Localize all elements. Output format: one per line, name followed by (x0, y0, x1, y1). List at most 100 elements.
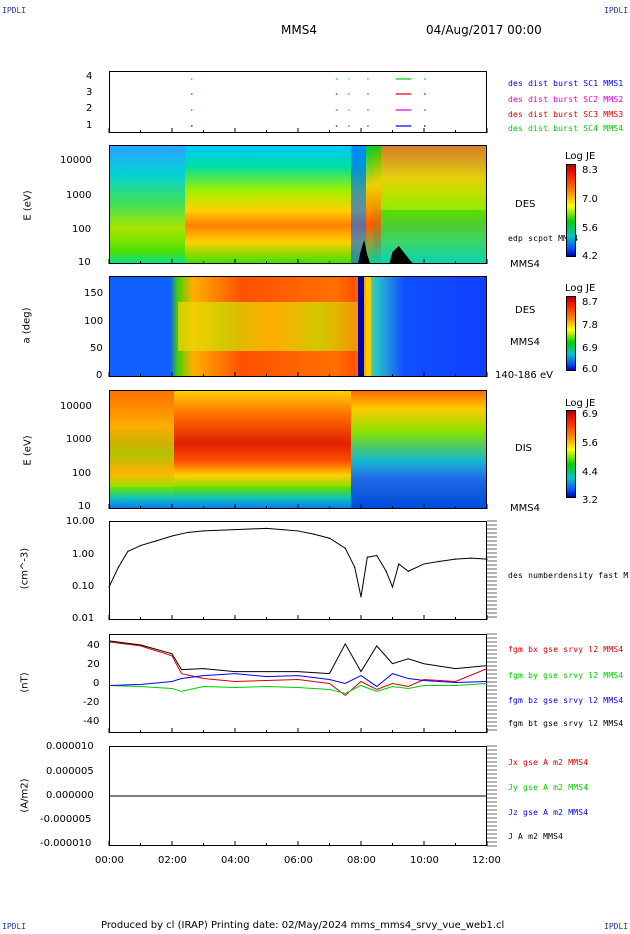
current-ytick: 0.000000 (46, 790, 94, 801)
current-ytick: 0.000010 (46, 741, 94, 752)
bfield-ytick: -20 (83, 697, 100, 708)
des-energy-label: DES (515, 199, 536, 210)
density-point (313, 533, 315, 535)
des-pitch-sc-label: MMS4 (510, 337, 540, 348)
dis-energy-sc-label: MMS4 (510, 503, 540, 514)
burst-ytick: 4 (86, 71, 93, 82)
current-label-jx: Jx gse A m2 MMS4 (508, 758, 589, 767)
bfield-series-line (108, 683, 488, 694)
dis-energy-cbar-title: Log JE (565, 398, 596, 409)
density-point (234, 528, 236, 531)
corner-mark-bl: IPDLI (2, 922, 27, 931)
spacecraft-title: MMS4 (281, 23, 317, 37)
datetime-title: 04/Aug/2017 00:00 (426, 23, 542, 37)
footer-text: Produced by cl (IRAP) Printing date: 02/… (101, 920, 505, 931)
density-point (354, 566, 356, 568)
density-point (139, 544, 142, 547)
cbar-tick: 7.0 (582, 194, 598, 205)
bfield-label-bx: fgm bx gse srvy l2 MMS4 (508, 645, 624, 654)
bfield-ytick: 20 (87, 659, 100, 670)
dis-energy-ytick: 100 (72, 468, 92, 479)
density-point (344, 547, 346, 549)
density-point (127, 550, 129, 552)
xtick: 04:00 (221, 855, 250, 866)
xtick: 00:00 (95, 855, 124, 866)
bfield-series-line (108, 640, 488, 675)
density-point (376, 554, 378, 557)
bfield-label-by: fgm by gse srvy l2 MMS4 (508, 671, 624, 680)
cbar-tick: 6.9 (582, 409, 598, 420)
density-point (108, 586, 110, 588)
scpot-label: edp scpot MMS4 (508, 234, 579, 243)
des-pitch-spectrogram (109, 276, 487, 377)
current-label-jy: Jy gse A m2 MMS4 (508, 783, 589, 792)
density-ytick: 0.01 (72, 613, 95, 624)
des-pitch-colorbar (566, 296, 576, 371)
current-ytick: -0.000010 (40, 838, 92, 849)
xtick: 06:00 (284, 855, 313, 866)
density-point (486, 558, 488, 560)
cbar-tick: 8.7 (582, 297, 598, 308)
current-label-j: J A m2 MMS4 (508, 832, 564, 841)
cbar-tick: 7.8 (582, 320, 598, 331)
current-ytick: -0.000005 (40, 814, 92, 825)
bfield-ytick: 40 (87, 640, 100, 651)
bfield-label-bz: fgm bz gse srvy l2 MMS4 (508, 696, 624, 705)
density-point (366, 556, 368, 558)
des-energy-ytick: 100 (72, 224, 92, 235)
density-point (398, 563, 400, 565)
des-energy-cbar-title: Log JE (565, 151, 596, 162)
density-ytick: 10.00 (66, 516, 95, 527)
density-point (439, 560, 441, 562)
burst-ytick: 2 (86, 103, 93, 114)
bfield-series-line (108, 641, 488, 697)
des-energy-ytick: 10000 (60, 155, 92, 166)
bfield-series-line (108, 673, 488, 688)
density-point (281, 528, 283, 531)
density-point (407, 570, 409, 572)
corner-mark-tl: IPDLI (2, 6, 27, 15)
cbar-tick: 8.3 (582, 165, 598, 176)
current-label-jz: Jz gse A m2 MMS4 (508, 808, 589, 817)
des-energy-ytick: 10 (78, 257, 91, 268)
burst-label-mms4: des dist burst SC4 MMS4 (508, 124, 624, 133)
burst-ytick: 3 (86, 87, 93, 98)
cbar-tick: 5.6 (582, 438, 598, 449)
density-point (360, 596, 362, 598)
burst-ytick: 1 (86, 120, 93, 131)
density-label: des numberdensity fast M (508, 571, 629, 580)
dis-energy-ytick: 1000 (66, 434, 92, 445)
current-ytick: 0.000005 (46, 766, 94, 777)
cbar-tick: 4.2 (582, 251, 598, 262)
burst-label-mms2: des dist burst SC2 MMS2 (508, 95, 624, 104)
des-pitch-cbar-title: Log JE (565, 283, 596, 294)
corner-mark-tr: IPDLI (604, 6, 629, 15)
density-ytick: 0.10 (72, 581, 95, 592)
xtick: 10:00 (410, 855, 439, 866)
bfield-ytick: 0 (93, 678, 100, 689)
des-energy-ytick: 1000 (66, 190, 92, 201)
cbar-tick: 6.9 (582, 343, 598, 354)
density-point (385, 570, 387, 572)
density-point (187, 531, 189, 534)
des-pitch-ytick: 0 (96, 370, 103, 381)
dis-energy-ytick: 10 (78, 501, 91, 512)
des-energy-spectrogram (109, 145, 487, 264)
cbar-tick: 3.2 (582, 495, 598, 506)
density-series-line (108, 527, 488, 598)
des-pitch-ytick: 50 (90, 343, 103, 354)
density-point (202, 530, 205, 532)
bfield-ytick: -40 (83, 716, 100, 727)
density-point (297, 530, 299, 532)
dis-energy-colorbar (566, 410, 576, 498)
xtick: 12:00 (472, 855, 501, 866)
cbar-tick: 6.0 (582, 364, 598, 375)
density-point (171, 535, 173, 537)
xtick: 08:00 (347, 855, 376, 866)
density-ytick: 1.00 (72, 549, 95, 560)
density-point (391, 586, 394, 588)
dis-energy-label: DIS (515, 443, 532, 454)
cbar-tick: 5.6 (582, 223, 598, 234)
des-energy-sc-label: MMS4 (510, 259, 540, 270)
